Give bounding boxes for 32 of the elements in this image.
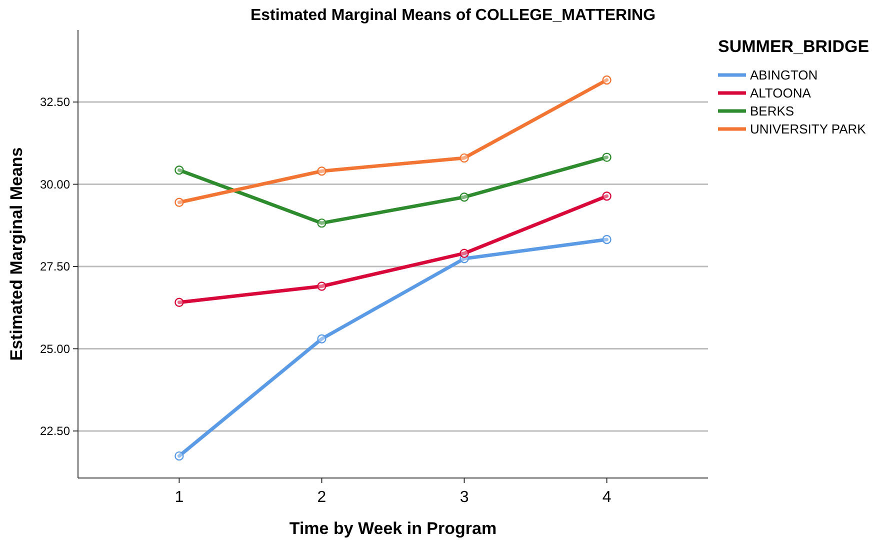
x-tick-label: 2 bbox=[317, 489, 326, 506]
point bbox=[602, 75, 612, 85]
point bbox=[317, 218, 326, 228]
y-tick-label: 27.50 bbox=[40, 260, 70, 274]
point bbox=[602, 192, 612, 201]
point bbox=[317, 282, 326, 291]
point bbox=[317, 166, 326, 176]
legend-title: SUMMER_BRIDGE bbox=[718, 37, 870, 56]
point bbox=[460, 192, 469, 202]
legend-label: ABINGTON bbox=[750, 68, 818, 83]
x-axis-title: Time by Week in Program bbox=[289, 519, 497, 538]
x-tick-label: 4 bbox=[602, 489, 612, 506]
y-axis-title: Estimated Marginal Means bbox=[7, 147, 26, 361]
y-tick-label: 32.50 bbox=[40, 95, 70, 110]
x-tick-label: 3 bbox=[460, 489, 469, 506]
legend-label: BERKS bbox=[750, 104, 794, 119]
point bbox=[317, 334, 326, 344]
point bbox=[602, 152, 612, 162]
chart-title: Estimated Marginal Means of COLLEGE_MATTERING bbox=[250, 7, 656, 24]
x-tick-label: 1 bbox=[174, 489, 184, 506]
point bbox=[602, 234, 612, 244]
point bbox=[174, 451, 184, 461]
legend-label: ALTOONA bbox=[750, 86, 812, 101]
point bbox=[174, 166, 184, 175]
point bbox=[460, 248, 469, 258]
point bbox=[174, 298, 184, 307]
legend-label: UNIVERSITY PARK bbox=[750, 122, 866, 137]
y-tick-label: 25.00 bbox=[40, 342, 70, 356]
point bbox=[460, 153, 469, 163]
y-tick-label: 22.50 bbox=[40, 424, 70, 438]
point bbox=[174, 198, 184, 207]
y-tick-label: 30.00 bbox=[40, 177, 70, 192]
